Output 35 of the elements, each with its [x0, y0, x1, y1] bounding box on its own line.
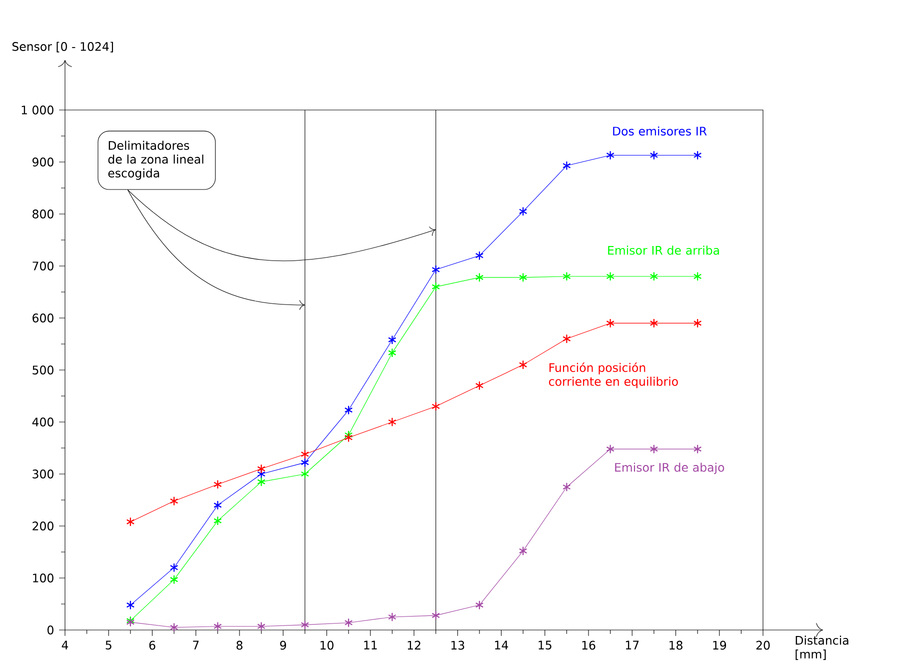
x-tick-label: 9	[280, 640, 286, 650]
series-label: Emisor IR de abajo	[615, 462, 724, 474]
x-tick-label: 14	[495, 640, 508, 650]
x-tick-label: 13	[451, 640, 464, 650]
y-tick-label: 400	[32, 418, 54, 426]
x-tick-label: 17	[626, 640, 639, 650]
y-tick-label: 800	[32, 210, 54, 218]
y-tick-label: 200	[32, 522, 54, 530]
series-label: Emisor IR de arriba	[608, 246, 719, 255]
y-tick-label: 1 000	[22, 106, 54, 114]
x-tick-label: 12	[408, 640, 420, 650]
x-tick-label: 18	[670, 640, 682, 650]
x-tick-label: 5	[106, 640, 112, 650]
x-tick-label: 20	[756, 640, 770, 650]
x-tick-label: 7	[193, 640, 199, 650]
x-axis-title: Distancia [mm]	[796, 636, 848, 660]
x-tick-label: 8	[236, 640, 242, 650]
x-tick-label: 19	[713, 640, 726, 650]
x-tick-label: 4	[62, 640, 68, 650]
y-tick-label: 900	[32, 158, 54, 166]
y-tick-label: 100	[33, 574, 54, 582]
series-label: Función posición corriente en equilibrio	[549, 362, 678, 388]
y-tick-label: 600	[32, 314, 54, 322]
y-tick-label: 500	[32, 366, 54, 374]
x-tick-label: 10	[320, 640, 334, 650]
x-tick-label: 6	[149, 640, 156, 650]
y-tick-label: 300	[32, 470, 54, 478]
x-tick-label: 15	[538, 640, 552, 650]
series-label: Dos emisores IR	[613, 126, 707, 136]
annotation: Delimitadores de la zona lineal escogida	[108, 140, 204, 180]
x-tick-label: 11	[364, 640, 377, 650]
y-axis-title: Sensor [0 - 1024]	[12, 42, 113, 52]
x-tick-label: 16	[582, 640, 596, 650]
y-tick-label: 700	[32, 262, 54, 270]
y-tick-label: 0	[48, 626, 54, 634]
